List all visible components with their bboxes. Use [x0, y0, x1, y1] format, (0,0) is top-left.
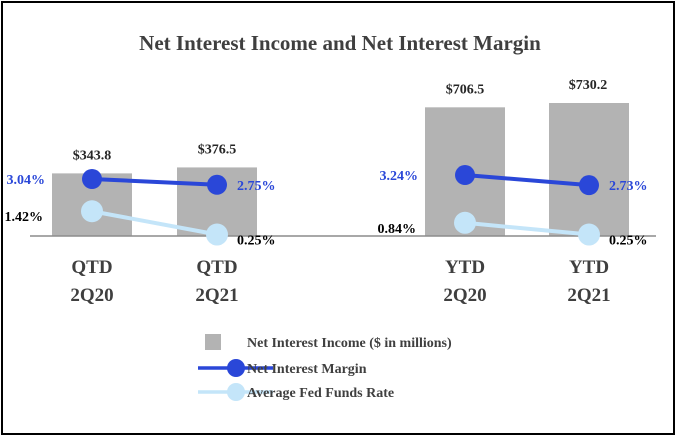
- fed-point-4: [578, 223, 600, 246]
- nim-label-3: 3.24%: [380, 169, 419, 184]
- category-label-1-line2: 2Q20: [70, 285, 113, 306]
- nim-label-4: 2.73%: [609, 179, 648, 194]
- category-label-4-line2: 2Q21: [567, 285, 610, 306]
- fed-label-4: 0.25%: [609, 234, 648, 249]
- chart-title: Net Interest Income and Net Interest Mar…: [139, 31, 541, 55]
- nim-line-3-4: [463, 173, 591, 188]
- category-label-3-line2: 2Q20: [443, 285, 486, 306]
- fed-label-2: 0.25%: [237, 234, 276, 249]
- nim-point-2: [207, 174, 227, 195]
- fed-point-2: [206, 223, 228, 246]
- fed-label-1: 1.42%: [5, 210, 44, 225]
- nim-line-1-2: [90, 177, 219, 187]
- nim-point-3: [455, 165, 475, 186]
- legend-label-nim: Net Interest Margin: [247, 362, 367, 377]
- category-label-1-line1: QTD: [71, 257, 112, 278]
- category-label-4-line1: YTD: [569, 257, 609, 278]
- nim-label-1: 3.04%: [7, 173, 46, 188]
- legend-label-nii: Net Interest Income ($ in millions): [247, 336, 452, 351]
- nii-value-label-3: $706.5: [446, 82, 485, 97]
- nim-point-1: [82, 169, 102, 190]
- fed-point-3: [454, 211, 476, 234]
- nii-value-label-1: $343.8: [73, 148, 112, 163]
- nii-bar-4: [549, 103, 629, 236]
- nim-point-4: [579, 175, 599, 196]
- category-label-2-line2: 2Q21: [195, 285, 238, 306]
- legend-marker-fed: [227, 383, 245, 401]
- fed-line-3-4: [463, 220, 591, 237]
- nii-value-label-4: $730.2: [569, 78, 608, 93]
- category-label-3-line1: YTD: [445, 257, 485, 278]
- nim-label-2: 2.75%: [237, 179, 276, 194]
- category-label-2-line1: QTD: [196, 257, 237, 278]
- legend-label-fed: Average Fed Funds Rate: [247, 386, 394, 401]
- fed-point-1: [81, 200, 103, 223]
- legend-marker-nim: [227, 359, 245, 377]
- nii-value-label-2: $376.5: [198, 142, 237, 157]
- fed-label-3: 0.84%: [378, 222, 417, 237]
- fed-line-1-2: [90, 209, 219, 237]
- legend-swatch-nii: [205, 334, 221, 350]
